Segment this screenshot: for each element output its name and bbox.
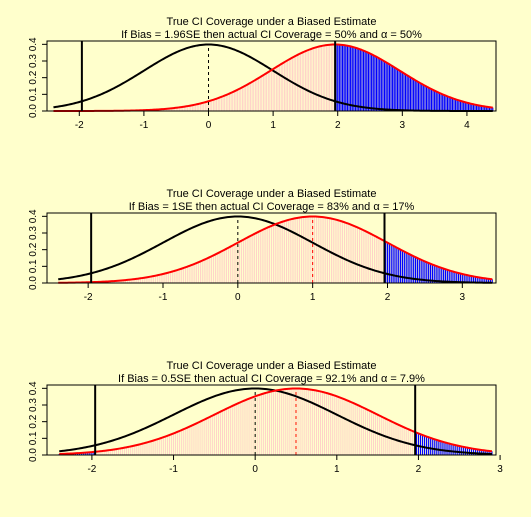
chart-title: True CI Coverage under a Biased Estimate (167, 188, 377, 200)
x-tick-label: 1 (270, 120, 276, 131)
x-tick-label: -2 (75, 120, 84, 131)
y-tick-label: 0.1 (28, 431, 39, 445)
chart-subtitle: If Bias = 0.5SE then actual CI Coverage … (118, 373, 425, 385)
chart-subtitle: If Bias = 1SE then actual CI Coverage = … (129, 201, 415, 213)
y-tick-label: 0.0 (28, 104, 39, 118)
x-tick-label: 3 (460, 292, 466, 303)
chart-title: True CI Coverage under a Biased Estimate (167, 360, 377, 372)
y-tick-label: 0.1 (28, 87, 39, 101)
x-tick-label: 3 (400, 120, 406, 131)
chart-panel-2: True CI Coverage under a Biased Estimate… (0, 172, 531, 344)
x-tick-label: 1 (334, 464, 340, 475)
x-tick-label: 4 (464, 120, 470, 131)
chart-1: True CI Coverage under a Biased Estimate… (0, 0, 531, 172)
y-tick-label: 0.4 (28, 381, 39, 395)
x-tick-label: -1 (159, 292, 168, 303)
x-tick-label: -1 (139, 120, 148, 131)
chart-3: True CI Coverage under a Biased Estimate… (0, 344, 531, 517)
chart-title: True CI Coverage under a Biased Estimate (167, 16, 377, 28)
x-tick-label: 2 (416, 464, 422, 475)
y-tick-label: 0.2 (28, 70, 39, 84)
x-tick-label: -2 (87, 464, 96, 475)
x-tick-label: 1 (310, 292, 316, 303)
x-tick-label: 2 (335, 120, 341, 131)
y-tick-label: 0.4 (28, 37, 39, 51)
y-tick-label: 0.2 (28, 414, 39, 428)
x-tick-label: 0 (235, 292, 241, 303)
y-tick-label: 0.4 (28, 209, 39, 223)
y-tick-label: 0.1 (28, 259, 39, 273)
y-tick-label: 0.0 (28, 448, 39, 462)
y-tick-label: 0.2 (28, 242, 39, 256)
x-tick-label: -2 (84, 292, 93, 303)
y-tick-label: 0.3 (28, 54, 39, 68)
x-tick-label: -1 (169, 464, 178, 475)
chart-panel-1: True CI Coverage under a Biased Estimate… (0, 0, 531, 172)
chart-subtitle: If Bias = 1.96SE then actual CI Coverage… (121, 29, 422, 41)
chart-panel-3: True CI Coverage under a Biased Estimate… (0, 344, 531, 517)
y-tick-label: 0.0 (28, 276, 39, 290)
x-tick-label: 0 (206, 120, 212, 131)
y-tick-label: 0.3 (28, 226, 39, 240)
x-tick-label: 3 (497, 464, 503, 475)
x-tick-label: 0 (252, 464, 258, 475)
x-tick-label: 2 (385, 292, 391, 303)
y-tick-label: 0.3 (28, 398, 39, 412)
chart-2: True CI Coverage under a Biased Estimate… (0, 172, 531, 344)
